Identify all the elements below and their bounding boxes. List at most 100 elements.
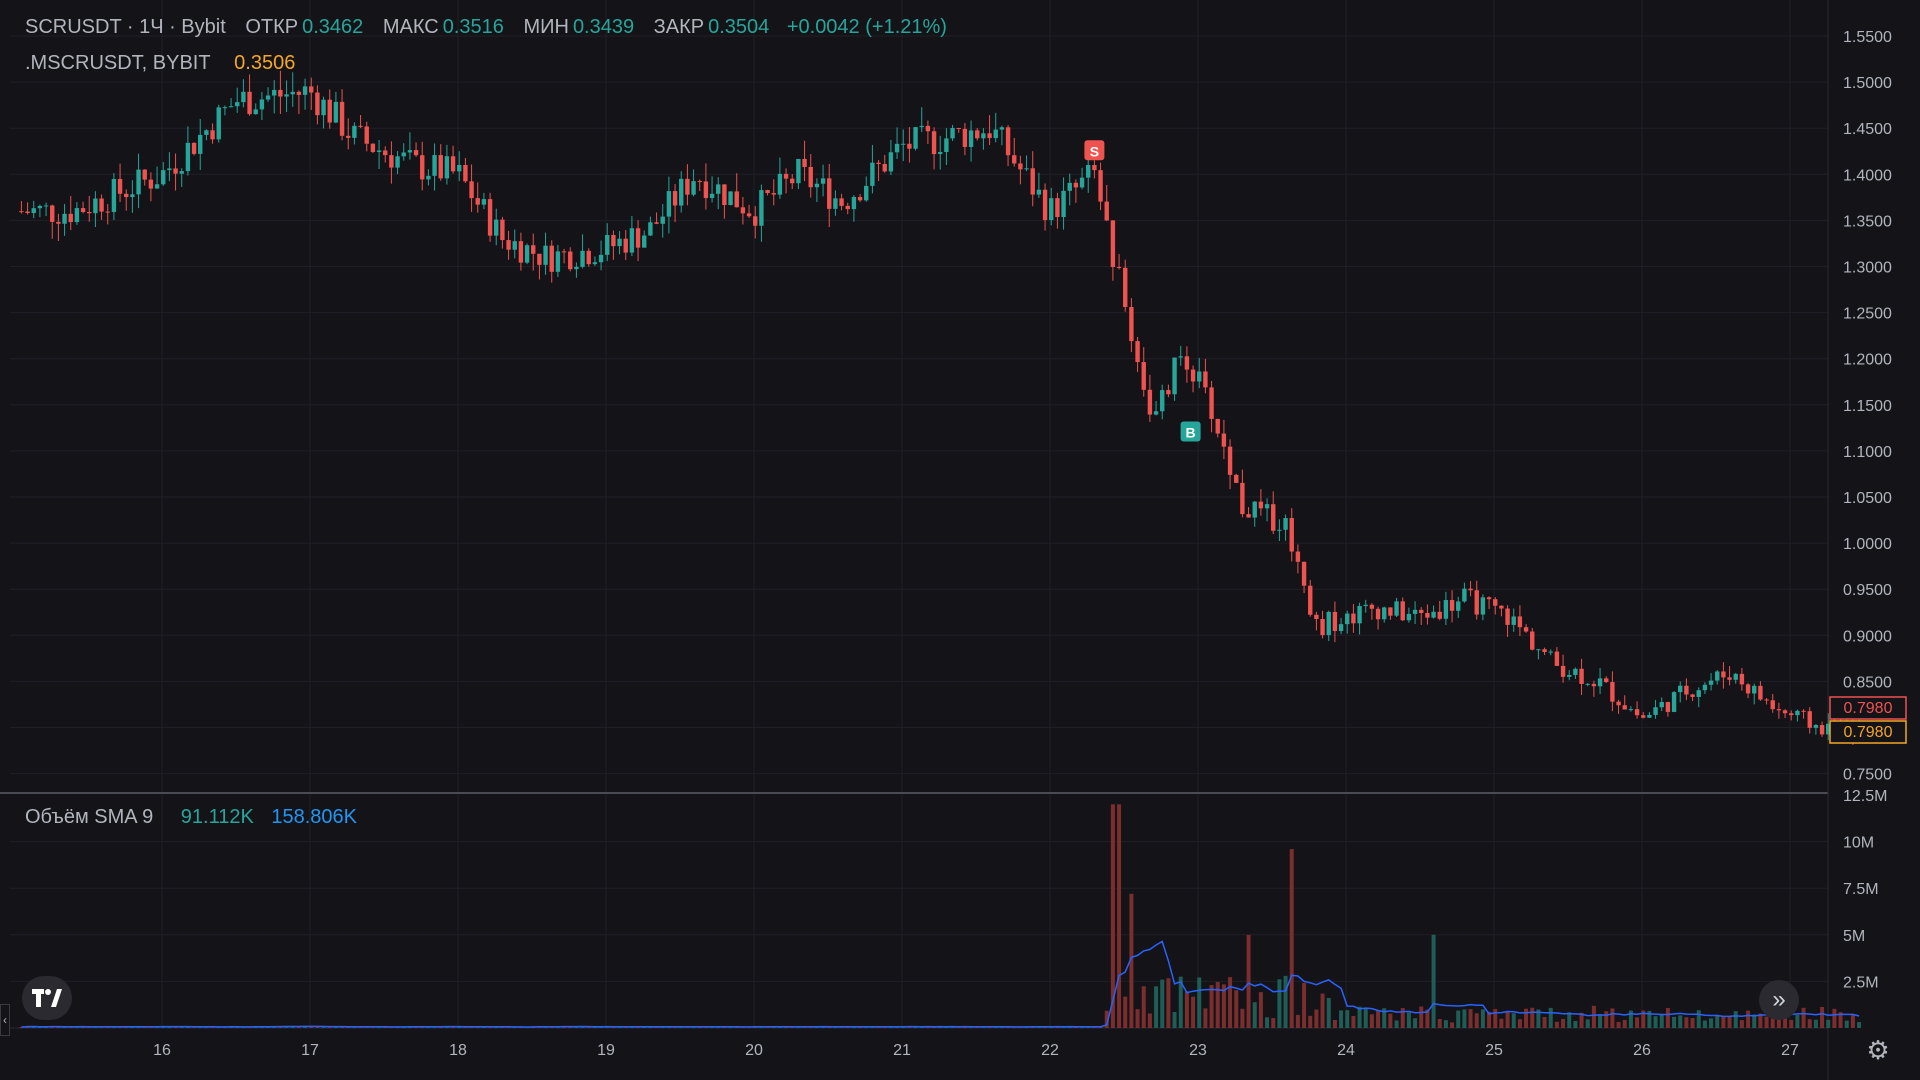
volume-bar bbox=[1283, 975, 1288, 1028]
time-axis-label: 19 bbox=[597, 1042, 615, 1059]
volume-bar bbox=[1832, 1008, 1837, 1028]
candle-body bbox=[1166, 390, 1171, 395]
volume-bar bbox=[198, 1027, 203, 1028]
candle-body bbox=[1382, 607, 1387, 620]
candle-body bbox=[1042, 189, 1048, 221]
candle-body bbox=[272, 89, 277, 96]
index-legend: .MSCRUSDT, BYBIT 0.3506 bbox=[25, 52, 299, 75]
candle-body bbox=[124, 193, 129, 198]
candle-body bbox=[1591, 683, 1597, 687]
candle-body bbox=[74, 208, 80, 223]
volume-bar bbox=[1733, 1011, 1738, 1028]
candle-body bbox=[592, 262, 598, 265]
time-axis-label: 21 bbox=[893, 1042, 911, 1059]
candle-body bbox=[845, 205, 850, 210]
trade-marker-label: B bbox=[1186, 424, 1196, 440]
volume-bar bbox=[1850, 1014, 1855, 1028]
candle-body bbox=[864, 185, 869, 201]
volume-bar bbox=[494, 1027, 499, 1028]
volume-bar bbox=[796, 1026, 801, 1028]
volume-bar bbox=[1178, 976, 1183, 1028]
volume-bar bbox=[1758, 1013, 1763, 1028]
candle-body bbox=[1647, 714, 1652, 718]
volume-bar bbox=[728, 1027, 733, 1028]
gear-icon[interactable]: ⚙ bbox=[1866, 1035, 1890, 1065]
candle-body bbox=[654, 222, 659, 224]
candle-body bbox=[407, 150, 413, 153]
volume-bar bbox=[475, 1027, 480, 1028]
collapse-left-icon[interactable]: ‹ bbox=[0, 1004, 10, 1036]
candle-body bbox=[1123, 267, 1128, 308]
volume-bar bbox=[1308, 1015, 1313, 1028]
candle-body bbox=[1708, 680, 1714, 685]
volume-bar bbox=[1166, 978, 1171, 1028]
volume-bar bbox=[1820, 1006, 1825, 1028]
volume-bar bbox=[1548, 1007, 1553, 1028]
candle-body bbox=[1301, 561, 1307, 586]
candle-body bbox=[198, 134, 203, 154]
volume-bar bbox=[1456, 1010, 1461, 1028]
candle-body bbox=[1227, 446, 1233, 475]
price-tags: 0.7980 0.7980 bbox=[1829, 696, 1907, 744]
volume-bar bbox=[1406, 1012, 1411, 1028]
candle-body bbox=[1363, 604, 1368, 607]
candle-body bbox=[1764, 699, 1769, 701]
candle-body bbox=[1277, 529, 1282, 531]
index-name[interactable]: .MSCRUSDT, BYBIT bbox=[25, 52, 211, 74]
high-value: 0.3516 bbox=[442, 16, 504, 38]
candle-body bbox=[1345, 613, 1350, 625]
candle-body bbox=[1678, 685, 1683, 693]
candle-body bbox=[685, 178, 690, 195]
candle-body bbox=[1727, 677, 1732, 680]
volume-bar bbox=[1813, 1019, 1818, 1028]
volume-bar bbox=[999, 1027, 1004, 1028]
candle-body bbox=[833, 198, 838, 209]
volume-bar bbox=[1727, 1016, 1732, 1028]
volume-bar bbox=[1789, 1019, 1794, 1028]
volume-bar bbox=[1690, 1018, 1695, 1028]
candle-body bbox=[1116, 266, 1122, 268]
volume-bar bbox=[309, 1026, 314, 1028]
price-tag-label: 0.7980 bbox=[1844, 724, 1893, 741]
volume-bar bbox=[1696, 1010, 1701, 1028]
candle-body bbox=[635, 228, 641, 248]
candle-body bbox=[413, 150, 419, 156]
candle-body bbox=[549, 245, 554, 272]
volume-bar bbox=[734, 1027, 739, 1028]
candle-body bbox=[1437, 611, 1442, 619]
candle-body bbox=[358, 125, 363, 127]
volume-bar bbox=[1277, 979, 1282, 1028]
volume-label[interactable]: Объём SMA 9 bbox=[25, 806, 154, 828]
candle-body bbox=[611, 234, 616, 247]
candle-body bbox=[1289, 518, 1294, 552]
candle-body bbox=[167, 168, 172, 171]
volume-bar bbox=[327, 1027, 332, 1028]
volume-bar bbox=[321, 1027, 326, 1028]
candle-body bbox=[1018, 163, 1023, 170]
volume-bar bbox=[1067, 1026, 1072, 1028]
candle-body bbox=[901, 143, 906, 145]
tradingview-logo[interactable] bbox=[22, 976, 72, 1020]
candle-body bbox=[660, 216, 665, 224]
price-axis-label: 1.3000 bbox=[1843, 260, 1892, 277]
open-label: ОТКР bbox=[245, 16, 299, 38]
candle-body bbox=[500, 219, 505, 241]
volume-bar bbox=[1721, 1016, 1726, 1028]
candle-body bbox=[1542, 649, 1547, 652]
candle-body bbox=[753, 216, 758, 226]
volume-bar bbox=[1653, 1016, 1658, 1028]
volume-bar bbox=[1462, 1009, 1467, 1028]
price-axis-label: 1.0000 bbox=[1843, 536, 1892, 553]
candle-body bbox=[1283, 518, 1288, 530]
candle-body bbox=[999, 127, 1005, 130]
symbol-title[interactable]: SCRUSDT · 1Ч · Bybit bbox=[25, 16, 226, 38]
volume-bar bbox=[377, 1027, 382, 1028]
volume-bar bbox=[975, 1027, 980, 1028]
volume-bar bbox=[1302, 982, 1307, 1028]
volume-bar bbox=[1752, 1014, 1757, 1028]
volume-bar bbox=[802, 1027, 807, 1028]
candle-body bbox=[284, 94, 289, 97]
candle-body bbox=[1690, 694, 1695, 697]
scroll-to-realtime-button[interactable]: » bbox=[1759, 980, 1799, 1020]
